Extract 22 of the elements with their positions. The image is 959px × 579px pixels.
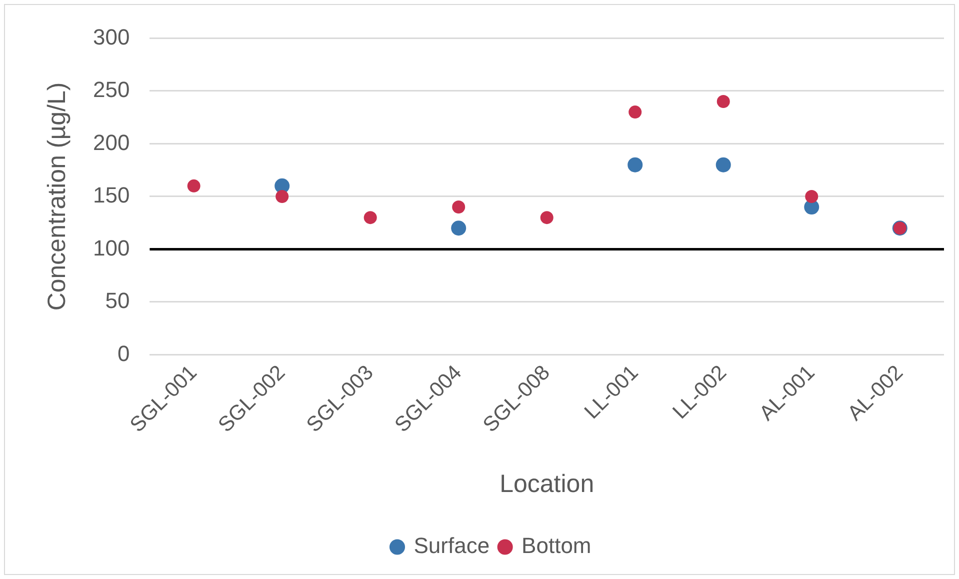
y-tick-label: 300 xyxy=(92,24,130,50)
point xyxy=(452,200,466,214)
y-axis-title: Concentration (µg/L) xyxy=(42,82,71,311)
point xyxy=(716,157,731,172)
point xyxy=(451,220,466,236)
point xyxy=(805,190,818,203)
y-tick-label: 150 xyxy=(92,182,130,208)
y-tick-label: 250 xyxy=(92,77,130,102)
legend-label: Bottom xyxy=(522,533,592,558)
y-tick-label: 100 xyxy=(92,235,130,260)
point xyxy=(364,211,377,224)
point xyxy=(187,179,200,192)
y-tick-label: 50 xyxy=(105,288,130,314)
legend-label: Surface xyxy=(414,533,490,558)
point xyxy=(628,106,642,119)
point xyxy=(276,190,289,203)
x-axis-title: Location xyxy=(500,470,594,498)
y-tick-label: 0 xyxy=(117,340,130,366)
point xyxy=(628,157,643,172)
point xyxy=(540,211,554,224)
point xyxy=(716,95,730,108)
y-tick-label: 200 xyxy=(92,130,130,155)
